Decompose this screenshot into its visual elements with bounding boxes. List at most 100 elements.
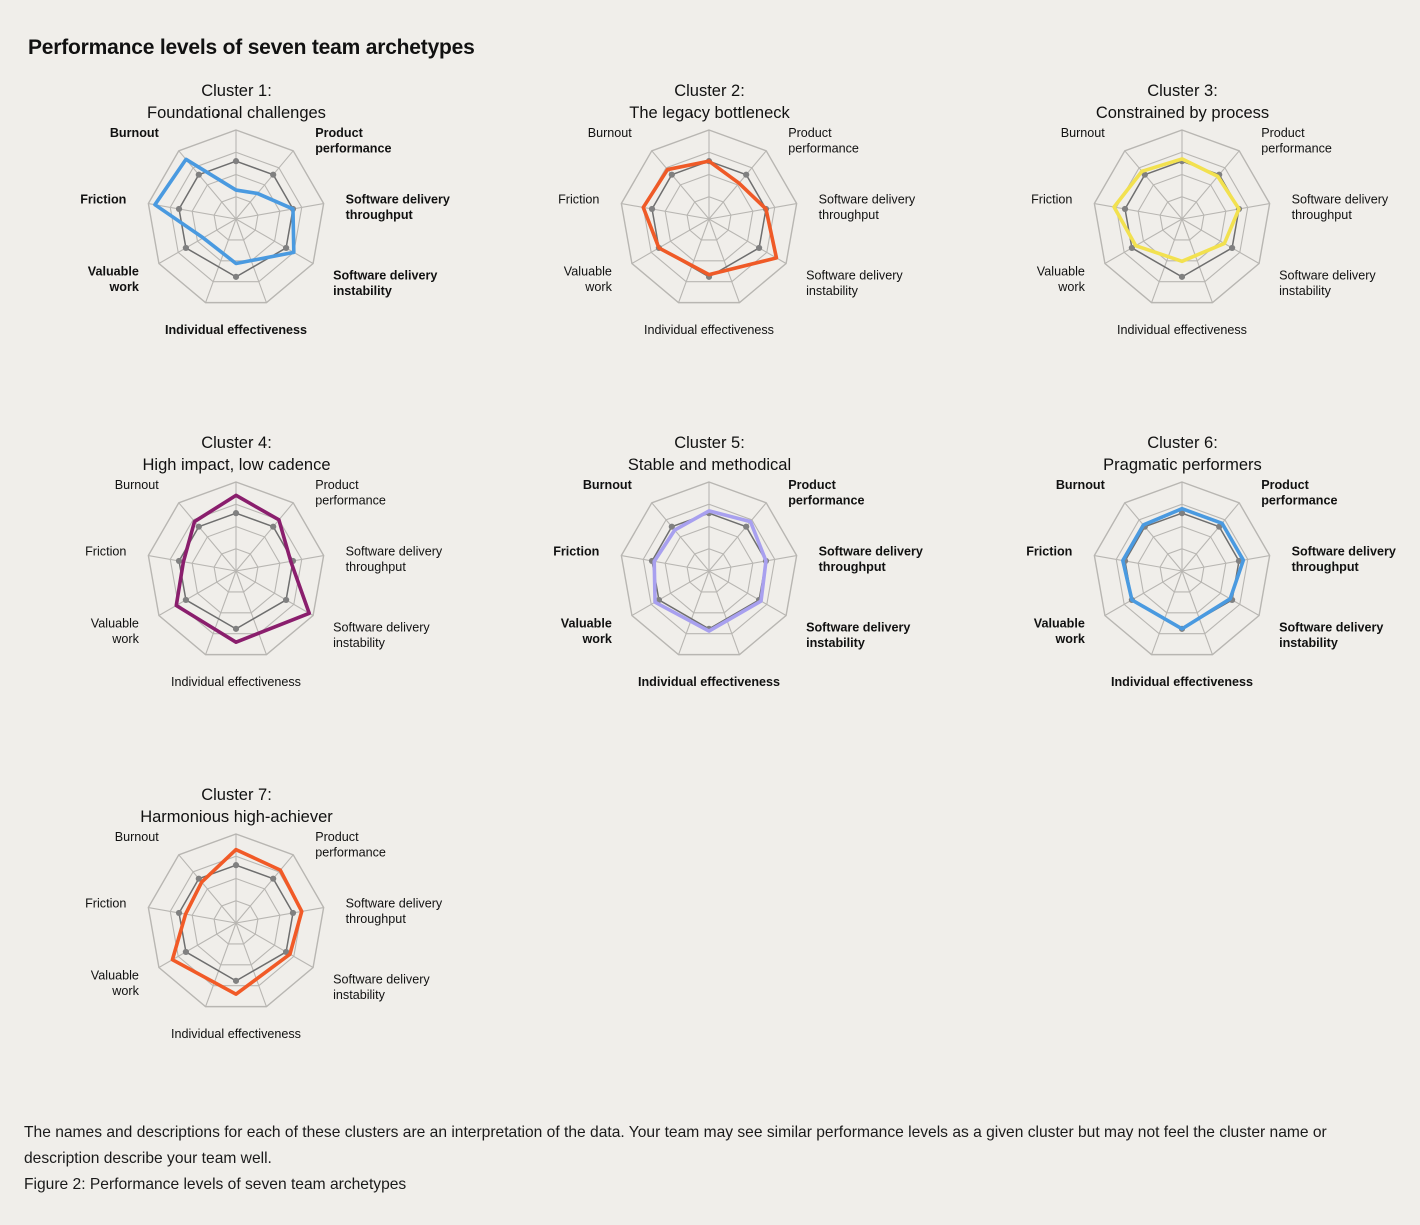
chart-cluster-number: Cluster 5:	[674, 434, 745, 452]
axis-label-software-delivery-instability: Software delivery instability	[333, 621, 430, 651]
axis-label-individual-effectiveness: Individual effectiveness	[638, 675, 780, 689]
axis-label-software-delivery-instability: Software delivery instability	[806, 621, 910, 651]
chart-cluster-number: Cluster 6:	[1147, 434, 1218, 452]
radar-gridlines	[1093, 481, 1271, 656]
chart-title-cluster-5: Cluster 5: Stable and methodical	[473, 420, 946, 476]
chart-cluster-number: Cluster 3:	[1147, 82, 1218, 100]
radar-chart-cluster-3: Cluster 3: Constrained by processTeam per…	[946, 68, 1419, 420]
axis-label-burnout: Burnout	[583, 478, 633, 492]
axis-label-product-performance: Product performance	[788, 126, 859, 156]
radar-chart-cluster-2: Cluster 2: The legacy bottleneckTeam perf…	[473, 68, 946, 420]
axis-label-valuable-work: Valuable work	[561, 617, 613, 647]
axis-label-friction: Friction	[80, 193, 126, 207]
chart-cluster-name: Pragmatic performers	[1103, 456, 1262, 474]
cluster-series-polygon	[1112, 157, 1241, 264]
axis-label-team-performance: Team performance	[1130, 114, 1235, 117]
axis-label-burnout: Burnout	[1061, 126, 1106, 140]
axis-label-software-delivery-throughput: Software delivery throughput	[1292, 193, 1389, 223]
chart-title-cluster-1: Cluster 1: Foundational challenges	[0, 68, 473, 124]
caption-body: The names and descriptions for each of t…	[24, 1124, 1327, 1167]
radar-chart-cluster-1: Cluster 1: Foundational challengesTeam pe…	[0, 68, 473, 420]
caption-figure-number: Figure 2: Performance levels of seven te…	[24, 1176, 407, 1193]
axis-label-software-delivery-throughput: Software delivery throughput	[346, 193, 450, 223]
reference-series-polygon	[175, 862, 297, 984]
axis-label-software-delivery-throughput: Software delivery throughput	[819, 193, 916, 223]
axis-label-software-delivery-instability: Software delivery instability	[1279, 621, 1383, 651]
axis-label-team-performance: Team performance	[657, 114, 762, 117]
axis-label-product-performance: Product performance	[1261, 478, 1337, 508]
axis-label-product-performance: Product performance	[315, 478, 386, 508]
axis-label-individual-effectiveness: Individual effectiveness	[165, 323, 307, 337]
chart-cluster-name: The legacy bottleneck	[629, 104, 790, 122]
axis-label-team-performance: Team performance	[180, 114, 292, 117]
axis-label-valuable-work: Valuable work	[88, 265, 140, 295]
axis-label-individual-effectiveness: Individual effectiveness	[171, 1027, 301, 1041]
axis-label-burnout: Burnout	[588, 126, 633, 140]
page-title: Performance levels of seven team archety…	[28, 36, 475, 60]
chart-title-cluster-7: Cluster 7: Harmonious high-achiever	[0, 772, 473, 828]
axis-label-friction: Friction	[85, 897, 126, 911]
cluster-series-polygon	[153, 157, 296, 266]
axis-label-friction: Friction	[558, 193, 599, 207]
axis-label-friction: Friction	[553, 545, 599, 559]
chart-cluster-name: Foundational challenges	[147, 104, 326, 122]
axis-label-software-delivery-instability: Software delivery instability	[806, 269, 903, 299]
axis-label-software-delivery-instability: Software delivery instability	[1279, 269, 1376, 299]
radar-chart-cluster-5: Cluster 5: Stable and methodicalTeam perf…	[473, 420, 946, 772]
axis-label-product-performance: Product performance	[315, 830, 386, 860]
axis-label-valuable-work: Valuable work	[1034, 617, 1086, 647]
radar-gridlines	[620, 481, 798, 656]
chart-cluster-name: Harmonious high-achiever	[140, 808, 333, 826]
radar-chart-cluster-7: Cluster 7: Harmonious high-achieverTeam p…	[0, 772, 473, 1124]
axis-label-valuable-work: Valuable work	[91, 969, 140, 999]
axis-label-software-delivery-throughput: Software delivery throughput	[346, 897, 443, 927]
axis-label-software-delivery-throughput: Software delivery throughput	[1292, 545, 1396, 575]
chart-title-cluster-2: Cluster 2: The legacy bottleneck	[473, 68, 946, 124]
axis-label-valuable-work: Valuable work	[564, 265, 613, 295]
cluster-series-polygon	[652, 509, 768, 633]
axis-label-software-delivery-instability: Software delivery instability	[333, 973, 430, 1003]
chart-cluster-name: Stable and methodical	[627, 456, 792, 474]
reference-series-polygon	[175, 510, 297, 632]
axis-label-product-performance: Product performance	[315, 126, 391, 156]
axis-label-burnout: Burnout	[110, 126, 160, 140]
axis-label-valuable-work: Valuable work	[1037, 265, 1086, 295]
radar-chart-grid: Cluster 1:Foundational challengesTeam pe…	[0, 68, 1420, 1124]
chart-cluster-number: Cluster 4:	[201, 434, 272, 452]
chart-title-cluster-3: Cluster 3: Constrained by process	[946, 68, 1419, 124]
axis-label-software-delivery-instability: Software delivery instability	[333, 269, 437, 299]
radar-chart-cluster-4: Cluster 4: High impact, low cadenceTeam p…	[0, 420, 473, 772]
axis-label-individual-effectiveness: Individual effectiveness	[171, 675, 301, 689]
axis-label-friction: Friction	[85, 545, 126, 559]
axis-label-valuable-work: Valuable work	[91, 617, 140, 647]
axis-label-friction: Friction	[1031, 193, 1072, 207]
axis-label-team-performance: Team performance	[1126, 466, 1238, 469]
chart-cluster-number: Cluster 7:	[201, 786, 272, 804]
cluster-series-polygon	[174, 493, 312, 644]
cluster-series-polygon	[170, 847, 304, 996]
axis-label-individual-effectiveness: Individual effectiveness	[1111, 675, 1253, 689]
axis-label-team-performance: Team performance	[653, 466, 765, 469]
axis-label-team-performance: Team performance	[184, 818, 289, 821]
chart-cluster-number: Cluster 1:	[201, 82, 272, 100]
axis-label-burnout: Burnout	[115, 830, 160, 844]
axis-label-team-performance: Team performance	[184, 466, 289, 469]
axis-label-individual-effectiveness: Individual effectiveness	[644, 323, 774, 337]
figure-caption: The names and descriptions for each of t…	[24, 1120, 1406, 1198]
cluster-series-polygon	[641, 159, 779, 277]
axis-label-friction: Friction	[1026, 545, 1072, 559]
axis-label-burnout: Burnout	[1056, 478, 1106, 492]
chart-cluster-number: Cluster 2:	[674, 82, 745, 100]
